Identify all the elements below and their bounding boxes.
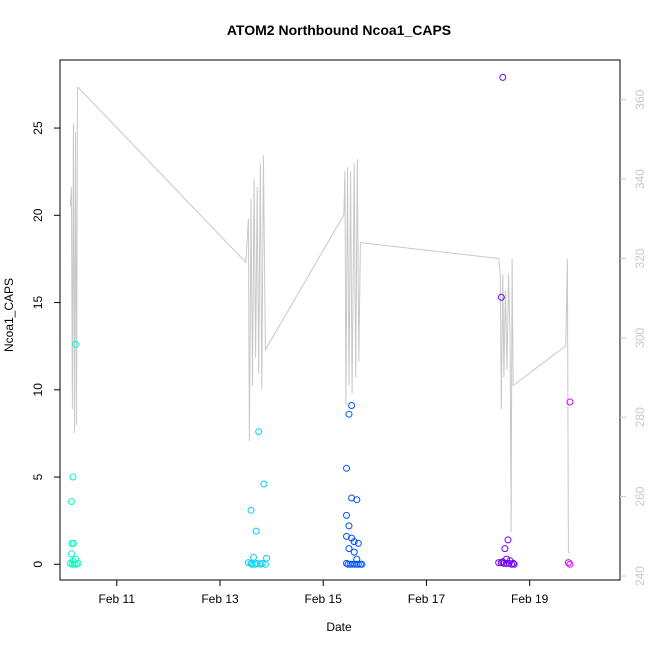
data-point	[348, 402, 356, 409]
x-tick-label: Feb 19	[511, 592, 549, 606]
data-point	[501, 545, 509, 553]
points-layer	[66, 73, 574, 568]
data-point	[260, 480, 268, 488]
data-point	[261, 560, 269, 568]
y-tick-label: 0	[31, 561, 45, 568]
data-point	[354, 560, 362, 568]
y2-tick-label: 340	[633, 169, 647, 189]
data-point	[510, 560, 518, 568]
data-point	[255, 428, 263, 436]
y-tick-label: 5	[31, 473, 45, 480]
x-tick-label: Feb 13	[201, 592, 239, 606]
data-point	[499, 558, 507, 566]
data-point	[350, 548, 358, 556]
y2-tick-label: 260	[633, 486, 647, 506]
series-line	[69, 87, 570, 553]
data-point	[350, 538, 358, 546]
x-tick-label: Feb 17	[408, 592, 446, 606]
data-point	[67, 498, 75, 505]
data-point	[252, 527, 260, 535]
y2-tick-label: 300	[633, 328, 647, 348]
data-point	[504, 536, 512, 544]
data-point	[67, 550, 75, 558]
data-point	[343, 464, 350, 472]
data-point	[564, 559, 572, 567]
data-point	[345, 410, 353, 418]
data-point	[74, 559, 82, 567]
x-axis-label: Date	[326, 620, 352, 634]
data-point	[497, 293, 505, 301]
chart-title: ATOM2 Northbound Ncoa1_CAPS	[227, 22, 451, 38]
data-point	[69, 473, 77, 481]
data-point	[253, 559, 261, 567]
data-point	[566, 398, 574, 406]
y2-tick-label: 320	[633, 248, 647, 268]
data-point	[506, 557, 514, 565]
x-tick-label: Feb 11	[99, 592, 136, 606]
data-point	[258, 559, 266, 567]
data-point	[358, 560, 366, 568]
x-axis: Feb 11 Feb 13 Feb 15 Feb 17 Feb 19	[99, 580, 549, 606]
y-tick-label: 20	[31, 208, 45, 222]
data-point	[69, 539, 77, 547]
data-point	[499, 73, 507, 81]
y2-tick-label: 240	[633, 566, 647, 586]
y2-tick-label: 360	[633, 89, 647, 109]
y2-axis: 240 260 280 300 320 340 360	[620, 89, 647, 586]
data-point	[72, 340, 79, 348]
data-point	[250, 553, 257, 561]
data-point	[495, 559, 503, 567]
data-point	[71, 560, 78, 568]
data-point	[343, 511, 350, 519]
data-point	[500, 559, 508, 567]
plot-frame	[59, 59, 621, 581]
data-point	[345, 522, 353, 530]
data-point	[345, 545, 353, 553]
data-point	[248, 560, 256, 568]
data-point	[566, 560, 574, 568]
y-tick-label: 25	[31, 121, 45, 135]
line-series-layer	[69, 87, 570, 553]
data-point	[263, 554, 270, 562]
y-tick-label: 15	[31, 296, 45, 310]
y-axis-label: Ncoa1_CAPS	[2, 278, 16, 352]
data-point	[247, 506, 255, 514]
data-point	[354, 539, 362, 547]
y-axis: 0 5 10 15 20 25	[31, 121, 60, 568]
y-tick-label: 10	[31, 383, 45, 397]
y2-tick-label: 280	[633, 407, 647, 427]
data-point	[353, 496, 361, 504]
x-tick-label: Feb 15	[305, 592, 343, 606]
